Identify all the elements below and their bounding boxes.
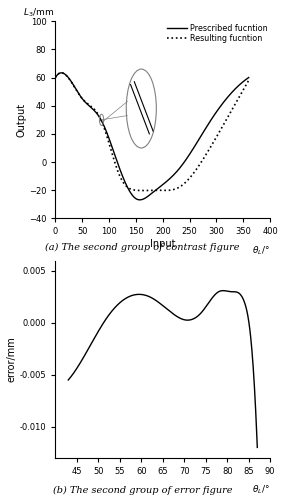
Resulting fucntion bbox=[141, 188, 144, 194]
Resulting fucntion bbox=[247, 78, 251, 84]
Prescribed fucntion bbox=[60, 70, 63, 76]
Line: Resulting fucntion: Resulting fucntion bbox=[55, 73, 249, 190]
Prescribed fucntion bbox=[247, 74, 251, 80]
Resulting fucntion bbox=[54, 74, 57, 80]
Text: $\theta_L$/°: $\theta_L$/° bbox=[252, 484, 270, 496]
Line: Prescribed fucntion: Prescribed fucntion bbox=[55, 73, 249, 200]
Prescribed fucntion bbox=[143, 195, 147, 201]
Text: $L_3$/mm: $L_3$/mm bbox=[23, 6, 54, 19]
Prescribed fucntion bbox=[69, 78, 72, 84]
X-axis label: Input: Input bbox=[150, 239, 176, 249]
Resulting fucntion bbox=[140, 188, 143, 194]
Y-axis label: Output: Output bbox=[16, 102, 26, 137]
Legend: Prescribed fucntion, Resulting fucntion: Prescribed fucntion, Resulting fucntion bbox=[167, 24, 268, 43]
Prescribed fucntion bbox=[136, 196, 139, 202]
Prescribed fucntion bbox=[77, 90, 80, 96]
Resulting fucntion bbox=[136, 188, 139, 194]
Resulting fucntion bbox=[69, 78, 72, 84]
Text: (b) The second group of error figure: (b) The second group of error figure bbox=[53, 486, 232, 495]
Prescribed fucntion bbox=[138, 197, 142, 203]
Prescribed fucntion bbox=[164, 180, 167, 186]
Text: (a) The second group of contrast figure: (a) The second group of contrast figure bbox=[45, 242, 240, 252]
Y-axis label: error/mm: error/mm bbox=[7, 336, 17, 382]
Resulting fucntion bbox=[143, 188, 147, 194]
Resulting fucntion bbox=[164, 188, 167, 194]
Prescribed fucntion bbox=[140, 196, 143, 202]
Resulting fucntion bbox=[60, 70, 63, 76]
Text: $\theta_L$/°: $\theta_L$/° bbox=[252, 244, 270, 256]
Prescribed fucntion bbox=[54, 74, 57, 80]
Resulting fucntion bbox=[77, 90, 80, 96]
